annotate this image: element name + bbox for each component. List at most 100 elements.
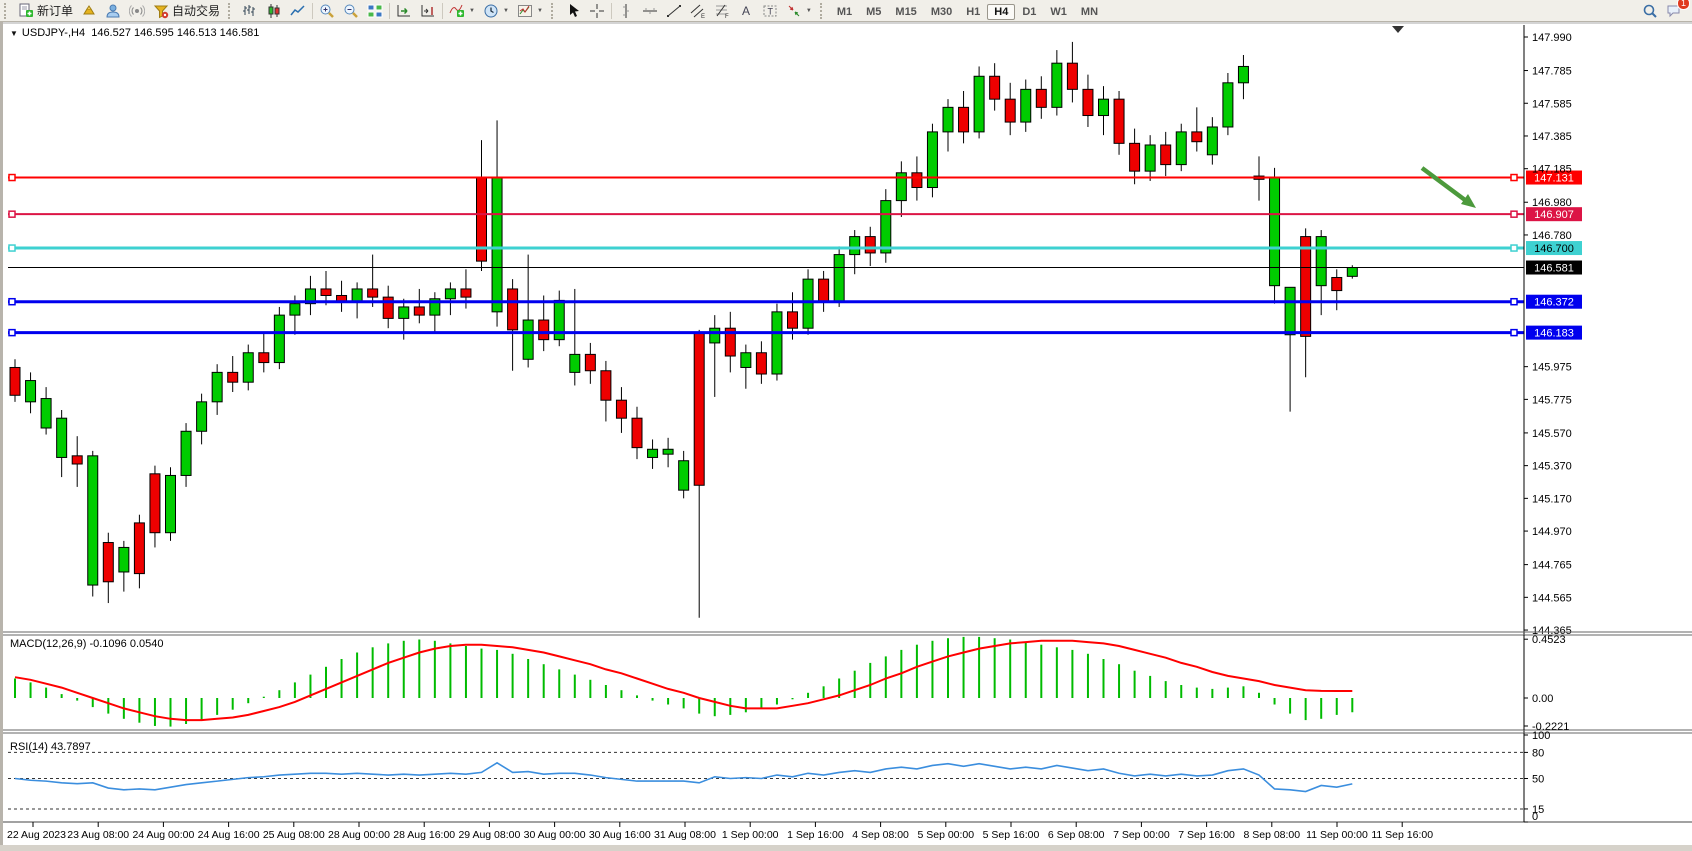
svg-text:24 Aug 16:00: 24 Aug 16:00 — [198, 829, 260, 840]
toolbar-grip[interactable] — [550, 2, 558, 19]
toolbar-separator — [312, 2, 314, 19]
price-line-label: 147.131 — [1526, 170, 1582, 185]
periods-button[interactable]: ▼ — [479, 0, 513, 22]
candlestick-chart-button[interactable] — [262, 0, 286, 22]
hline-146.700[interactable] — [8, 244, 1524, 252]
line-handle[interactable] — [8, 328, 16, 337]
autotrading-button[interactable]: 自动交易 — [149, 0, 224, 22]
text-button[interactable]: A — [734, 0, 758, 22]
chart-shift-button[interactable] — [416, 0, 440, 22]
main-toolbar: 新订单 自动交易 ▼ ▼ ▼ E F A T ▼ M1 M5 M15 M30 H1 H4 D… — [0, 0, 1692, 22]
arrows-tool-button[interactable]: ▼ — [782, 0, 816, 22]
line-handle[interactable] — [8, 210, 16, 218]
svg-text:25 Aug 08:00: 25 Aug 08:00 — [263, 829, 325, 840]
price-line-label: 146.372 — [1526, 294, 1582, 309]
chart-canvas[interactable]: 147.131 146.907 146.700 146.372 146.183 146.5… — [3, 22, 1692, 840]
hline-146.372[interactable] — [8, 297, 1524, 306]
timeframe-button-h1[interactable]: H1 — [966, 5, 981, 18]
svg-text:30 Aug 00:00: 30 Aug 00:00 — [524, 829, 586, 840]
timeframe-button-w1[interactable]: W1 — [1050, 5, 1067, 18]
line-handle[interactable] — [8, 297, 16, 306]
macd-pane[interactable]: 0.4523 0.00 -0.2221 — [14, 634, 1569, 733]
line-chart-icon — [290, 3, 306, 19]
svg-text:0.4523: 0.4523 — [1532, 634, 1566, 646]
svg-text:31 Aug 08:00: 31 Aug 08:00 — [654, 829, 716, 840]
chevron-down-icon: ▼ — [805, 7, 812, 14]
signals-button[interactable] — [101, 0, 125, 22]
line-handle[interactable] — [1510, 210, 1518, 218]
candlestick-series[interactable] — [9, 41, 1358, 618]
hline-146.907[interactable] — [8, 210, 1524, 218]
line-handle[interactable] — [8, 244, 16, 252]
indicators-button[interactable]: ▼ — [445, 0, 479, 22]
chart-header[interactable]: ▼ USDJPY-,H4 146.527 146.595 146.513 146.… — [10, 27, 259, 39]
timeframe-button-mn[interactable]: MN — [1080, 5, 1099, 18]
timeframe-button-d1[interactable]: D1 — [1022, 5, 1037, 18]
timeframe-button-h4[interactable]: H4 — [987, 3, 1016, 20]
macd-signal-line — [14, 639, 1353, 722]
timeframe-button-m30[interactable]: M30 — [930, 5, 953, 18]
equidistant-channel-button[interactable]: E — [686, 0, 710, 22]
toolbar-grip[interactable] — [228, 2, 235, 19]
line-handle[interactable] — [1510, 173, 1518, 182]
line-chart-button[interactable] — [286, 0, 310, 22]
rsi-pane[interactable]: 100 80 50 150 — [8, 730, 1550, 823]
line-handle[interactable] — [1510, 297, 1518, 306]
bar-chart-button[interactable] — [238, 0, 262, 22]
svg-text:15: 15 — [1532, 804, 1544, 816]
line-handle[interactable] — [8, 173, 16, 182]
cursor-button[interactable] — [561, 0, 585, 22]
crosshair-button[interactable] — [585, 0, 609, 22]
svg-text:145.170: 145.170 — [1532, 493, 1572, 505]
trend-arrow-annotation[interactable] — [1420, 166, 1476, 208]
svg-text:22 Aug 2023: 22 Aug 2023 — [7, 829, 66, 840]
line-handle[interactable] — [1510, 244, 1518, 252]
hline-147.131[interactable] — [8, 173, 1524, 182]
notifications-button[interactable]: 1 — [1662, 0, 1690, 22]
templates-button[interactable]: ▼ — [513, 0, 547, 22]
chart-shift-marker-icon[interactable] — [1392, 26, 1404, 33]
chart-shift-icon — [420, 3, 436, 19]
new-order-button[interactable]: 新订单 — [14, 0, 77, 22]
zoom-out-button[interactable] — [339, 0, 363, 22]
tile-windows-button[interactable] — [363, 0, 387, 22]
svg-text:30 Aug 16:00: 30 Aug 16:00 — [589, 829, 651, 840]
vps-button[interactable] — [125, 0, 149, 22]
auto-scroll-button[interactable] — [392, 0, 416, 22]
svg-text:0: 0 — [1532, 811, 1538, 823]
vps-icon — [129, 3, 146, 19]
price-line-label: 146.700 — [1526, 241, 1582, 256]
toolbar-grip[interactable] — [4, 2, 11, 19]
chevron-down-icon: ▼ — [536, 7, 543, 14]
time-axis[interactable]: 22 Aug 2023 23 Aug 08:00 24 Aug 00:00 24 Au… — [7, 822, 1433, 840]
chart-window[interactable]: 147.131 146.907 146.700 146.372 146.183 146.5… — [0, 22, 1692, 845]
timeframe-button-m5[interactable]: M5 — [866, 5, 882, 18]
svg-text:50: 50 — [1532, 774, 1544, 786]
svg-text:147.385: 147.385 — [1532, 131, 1572, 143]
text-label-button[interactable]: T — [758, 0, 782, 22]
fibonacci-button[interactable]: F — [710, 0, 734, 22]
zoom-in-button[interactable] — [315, 0, 339, 22]
svg-text:147.785: 147.785 — [1532, 66, 1572, 78]
chevron-down-icon: ▼ — [469, 7, 475, 14]
toolbar-separator — [389, 2, 391, 19]
svg-text:145.775: 145.775 — [1532, 394, 1572, 406]
svg-text:144.365: 144.365 — [1532, 625, 1572, 637]
price-axis[interactable]: 147.990 147.785 147.585 147.385 147.185 146.9… — [1523, 25, 1572, 822]
svg-text:F: F — [725, 14, 729, 19]
trendline-button[interactable] — [662, 0, 686, 22]
horizontal-line-button[interactable] — [638, 0, 662, 22]
svg-text:4 Sep 08:00: 4 Sep 08:00 — [852, 829, 909, 840]
toolbar-grip[interactable] — [819, 2, 827, 19]
vertical-line-button[interactable] — [614, 0, 638, 22]
hline-146.183[interactable] — [8, 328, 1524, 337]
search-button[interactable] — [1638, 0, 1662, 22]
line-handle[interactable] — [1510, 328, 1518, 337]
svg-text:E: E — [701, 14, 705, 19]
timeframe-button-m15[interactable]: M15 — [895, 5, 917, 18]
rsi-line — [14, 761, 1353, 793]
market-button[interactable] — [77, 0, 101, 22]
auto-scroll-icon — [396, 3, 412, 19]
timeframe-button-m1[interactable]: M1 — [836, 5, 853, 18]
chart-menu-arrow-icon[interactable]: ▼ — [10, 29, 18, 38]
